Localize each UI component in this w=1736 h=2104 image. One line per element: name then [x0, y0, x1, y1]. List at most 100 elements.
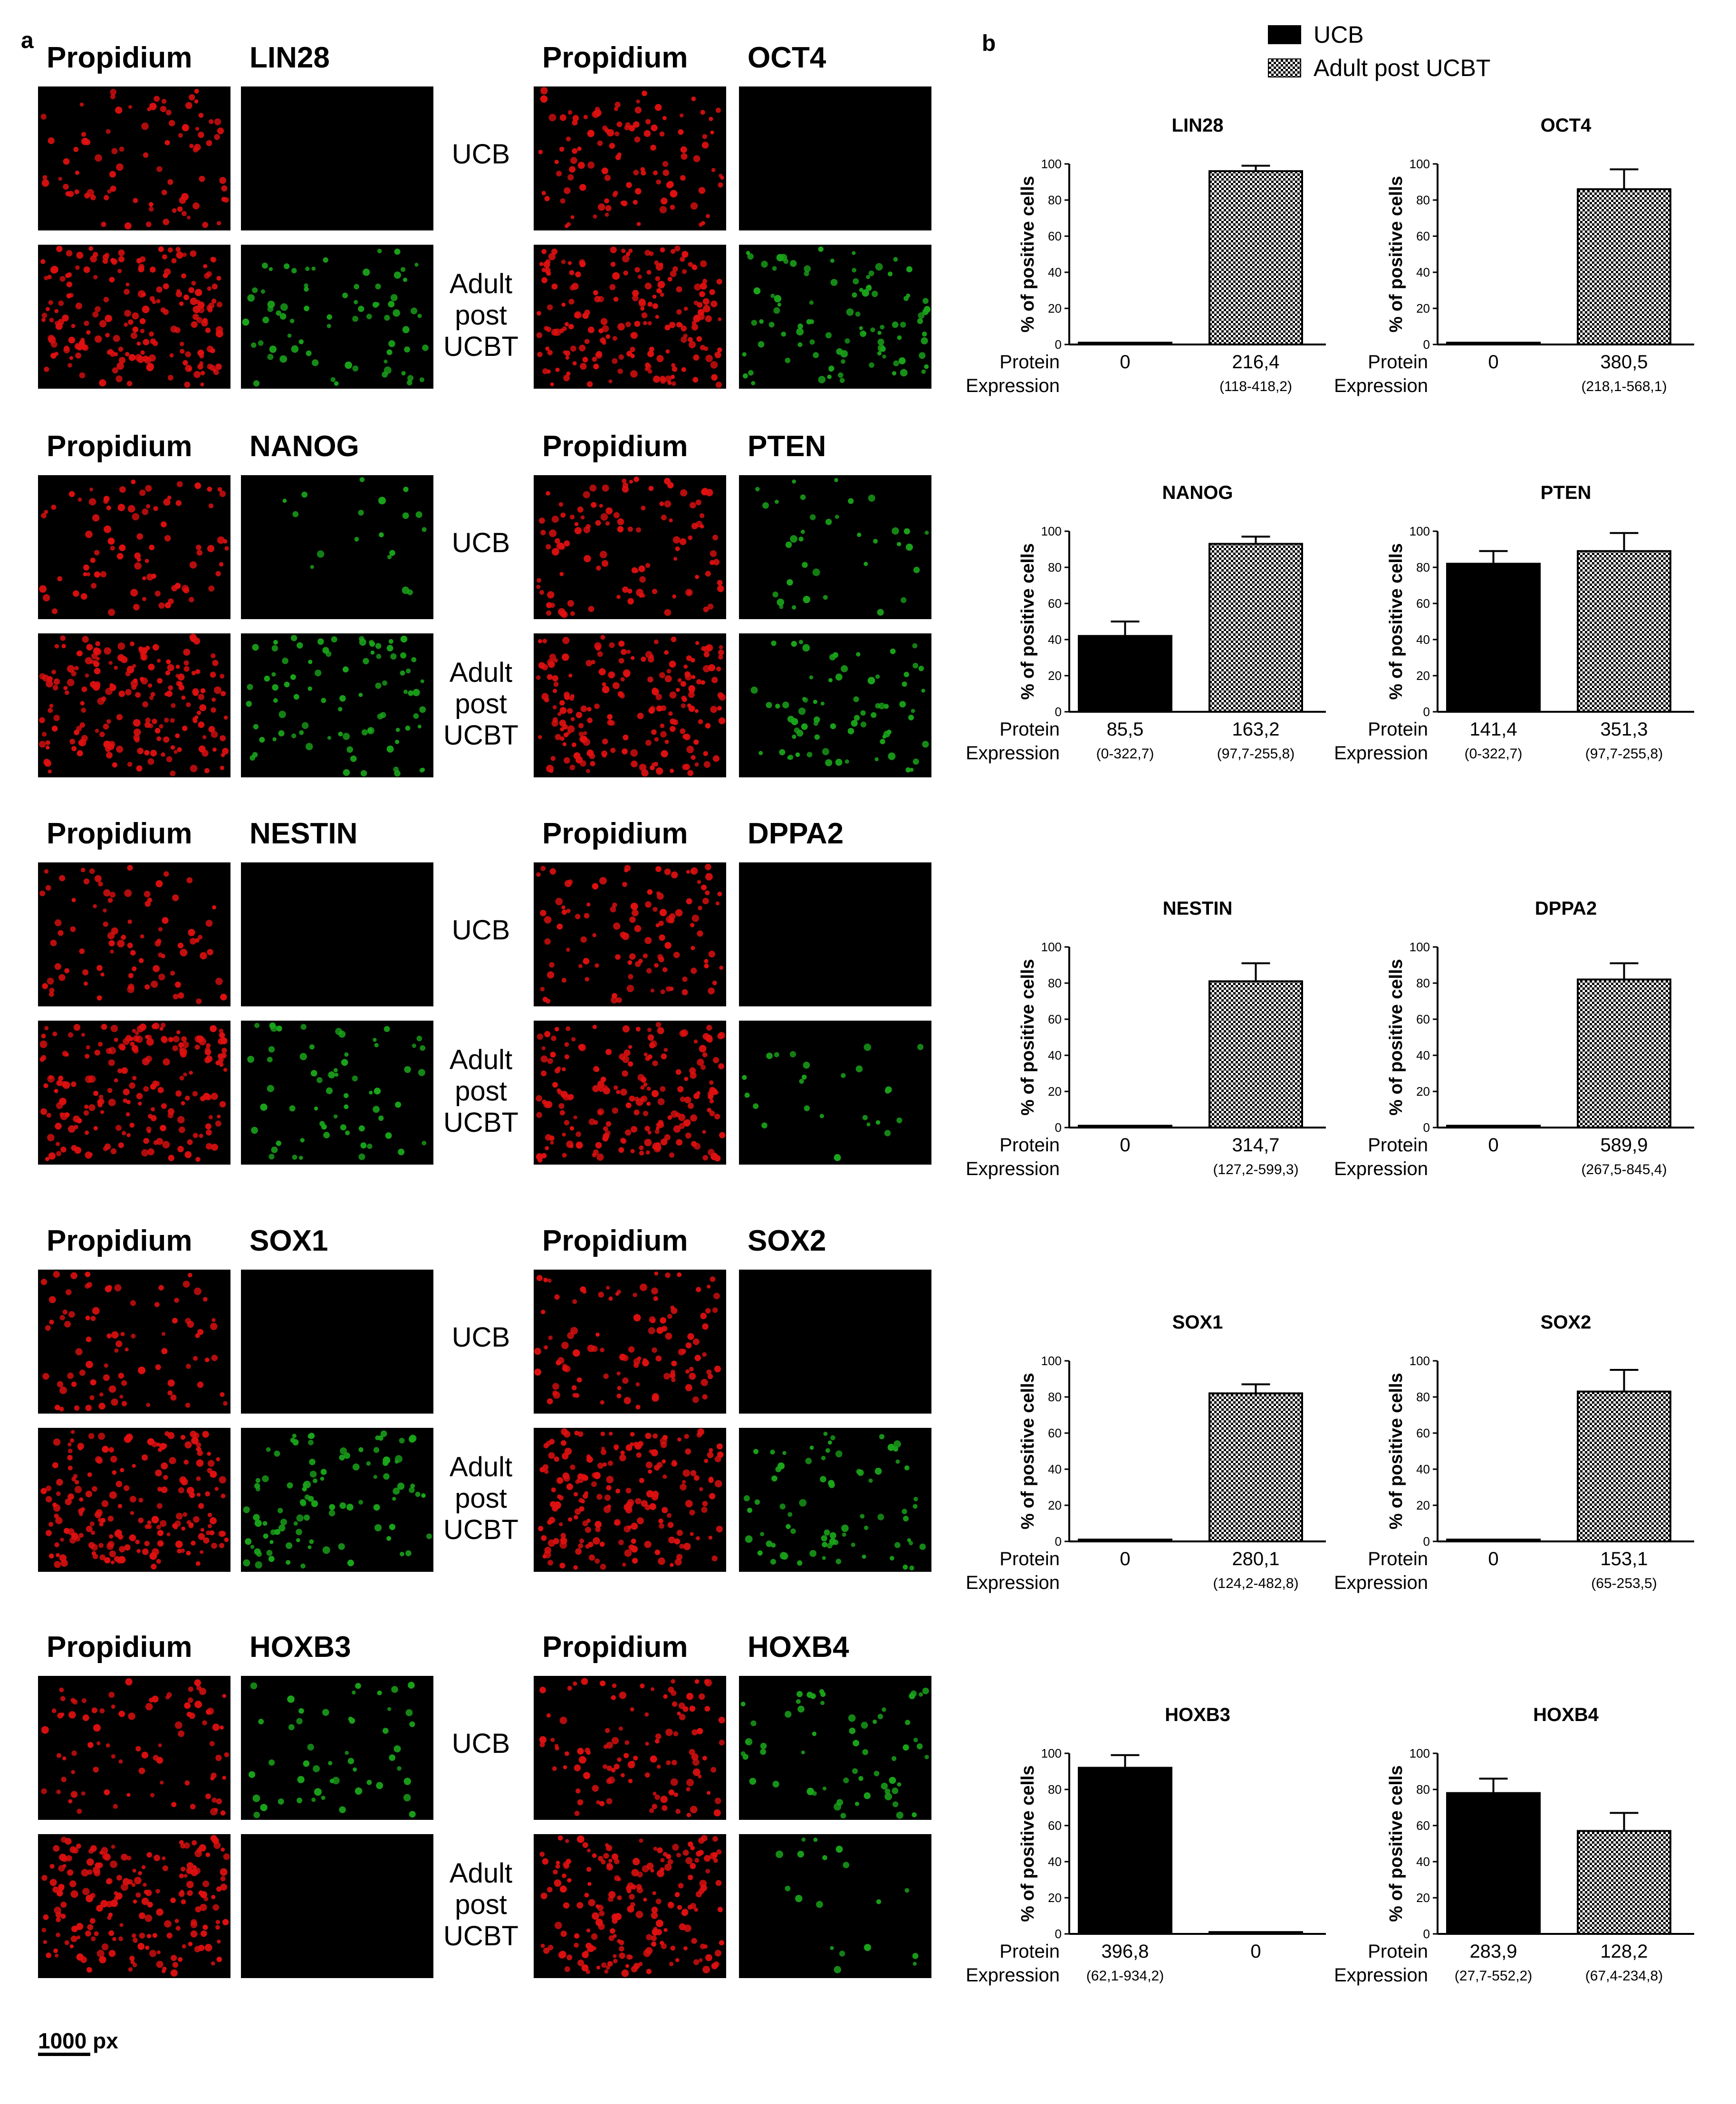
y-axis-label: % of positive cells: [1386, 959, 1406, 1115]
row-label-adult: Adult post UCBT: [443, 268, 518, 362]
y-tick-label: 20: [1416, 1084, 1430, 1099]
protein-expression-value: 163,2: [1232, 719, 1279, 740]
protein-expression-range: (218,1-568,1): [1581, 379, 1667, 394]
bar-adult-post-ucbt: [1208, 543, 1303, 713]
scale-bar-line: [38, 2053, 90, 2056]
y-tick-label: 40: [1048, 1462, 1062, 1476]
chart-title: HOXB4: [1533, 1704, 1599, 1725]
micrograph-propidium: [38, 475, 230, 619]
bar-adult-post-ucbt: [1208, 980, 1303, 1129]
bar-ucb: [1446, 1125, 1541, 1129]
y-axis-label: % of positive cells: [1018, 543, 1038, 699]
row-label-protein: Protein: [999, 1549, 1060, 1569]
marker-label: SOX2: [748, 1224, 826, 1257]
y-tick-label: 0: [1055, 1534, 1062, 1549]
panel-b-letter: b: [982, 31, 996, 56]
row-label-adult: Adult post UCBT: [443, 1452, 518, 1545]
legend-label: UCB: [1314, 21, 1364, 48]
y-tick-label: 40: [1048, 1855, 1062, 1869]
y-tick-label: 20: [1048, 1084, 1062, 1099]
y-axis-label: % of positive cells: [1386, 176, 1406, 332]
y-tick-label: 40: [1048, 265, 1062, 279]
marker-label: DPPA2: [748, 817, 844, 850]
micrograph-propidium: [534, 633, 726, 777]
y-tick-label: 40: [1416, 265, 1430, 279]
bar-ucb: [1446, 1792, 1541, 1935]
y-tick-label: 0: [1423, 1927, 1430, 1941]
y-tick-label: 100: [1041, 1354, 1062, 1368]
protein-expression-value: 85,5: [1107, 719, 1144, 740]
micrograph-marker: [739, 862, 931, 1006]
micrograph-propidium: [38, 86, 230, 230]
protein-expression-range: (67,4-234,8): [1585, 1968, 1663, 1984]
micrograph-marker: [241, 1270, 433, 1414]
micrograph-marker: [739, 475, 931, 619]
y-tick-label: 100: [1410, 1746, 1430, 1760]
micrograph-marker: [241, 86, 433, 230]
stain-label: Propidium: [542, 817, 688, 850]
micrograph-marker: [739, 633, 931, 777]
bar-chart-nestin: NESTIN % of positive cells 0 20 40 60 80 100 0 31…: [966, 895, 1335, 1204]
y-tick-label: 60: [1048, 596, 1062, 611]
y-tick-label: 80: [1416, 1390, 1430, 1404]
row-label-expression: Expression: [1334, 1572, 1428, 1593]
micrograph-marker: [739, 1676, 931, 1820]
bar-ucb: [1446, 563, 1541, 713]
y-tick-label: 100: [1041, 524, 1062, 538]
y-axis-label: % of positive cells: [1018, 1765, 1038, 1922]
protein-expression-range: (267,5-845,4): [1581, 1162, 1667, 1177]
protein-expression-value: 0: [1120, 1135, 1130, 1156]
scale-bar-label: 1000 px: [38, 2028, 118, 2053]
row-label-protein: Protein: [1368, 719, 1428, 740]
marker-label: HOXB4: [748, 1631, 849, 1664]
marker-label: SOX1: [249, 1224, 328, 1257]
y-tick-label: 60: [1048, 1012, 1062, 1026]
marker-label: PTEN: [748, 430, 826, 463]
y-axis-label: % of positive cells: [1386, 543, 1406, 699]
chart-title: HOXB3: [1165, 1704, 1230, 1725]
y-axis-label: % of positive cells: [1018, 1373, 1038, 1529]
chart-title: SOX2: [1541, 1312, 1592, 1333]
bar-chart-pten: PTEN % of positive cells 0 20 40 60 80 100 141,4…: [1334, 479, 1704, 788]
chart-title: DPPA2: [1535, 898, 1597, 919]
micrograph-propidium: [534, 1021, 726, 1165]
y-tick-label: 100: [1410, 1354, 1430, 1368]
row-label-protein: Protein: [999, 352, 1060, 373]
legend-label: Adult post UCBT: [1314, 55, 1491, 81]
protein-expression-value: 153,1: [1600, 1549, 1648, 1569]
y-tick-label: 40: [1416, 1048, 1430, 1062]
micrograph-marker: [739, 245, 931, 389]
row-label-expression: Expression: [1334, 1158, 1428, 1179]
protein-expression-range: (124,2-482,8): [1213, 1576, 1298, 1591]
chart-title: PTEN: [1541, 482, 1592, 503]
protein-expression-value: 0: [1120, 352, 1130, 373]
y-tick-label: 80: [1048, 193, 1062, 207]
protein-expression-value: 351,3: [1600, 719, 1648, 740]
stain-label: Propidium: [47, 41, 192, 74]
y-tick-label: 0: [1423, 1534, 1430, 1549]
micrograph-propidium: [38, 1270, 230, 1414]
protein-expression-range: (97,7-255,8): [1217, 746, 1295, 762]
row-label-expression: Expression: [966, 743, 1060, 764]
micrograph-marker: [739, 86, 931, 230]
bar-chart-oct4: OCT4 % of positive cells 0 20 40 60 80 100 0 380,…: [1334, 112, 1704, 421]
protein-expression-range: (0-322,7): [1096, 746, 1154, 762]
bar-adult-post-ucbt: [1577, 978, 1671, 1129]
micrograph-propidium: [534, 245, 726, 389]
y-tick-label: 100: [1410, 524, 1430, 538]
bar-adult-post-ucbt: [1208, 1931, 1303, 1935]
micrograph-propidium: [38, 862, 230, 1006]
y-tick-label: 80: [1416, 1782, 1430, 1797]
chart-title: SOX1: [1172, 1312, 1223, 1333]
y-tick-label: 80: [1416, 193, 1430, 207]
row-label-protein: Protein: [1368, 1135, 1428, 1156]
legend-swatch-solid: [1268, 25, 1301, 44]
micrograph-propidium: [534, 1428, 726, 1572]
y-tick-label: 20: [1416, 1891, 1430, 1905]
micrograph-propidium: [534, 475, 726, 619]
row-label-adult: Adult post UCBT: [443, 1044, 518, 1138]
micrograph-propidium: [534, 1834, 726, 1978]
chart-title: NESTIN: [1163, 898, 1233, 919]
micrograph-propidium: [38, 245, 230, 389]
y-tick-label: 40: [1416, 632, 1430, 647]
